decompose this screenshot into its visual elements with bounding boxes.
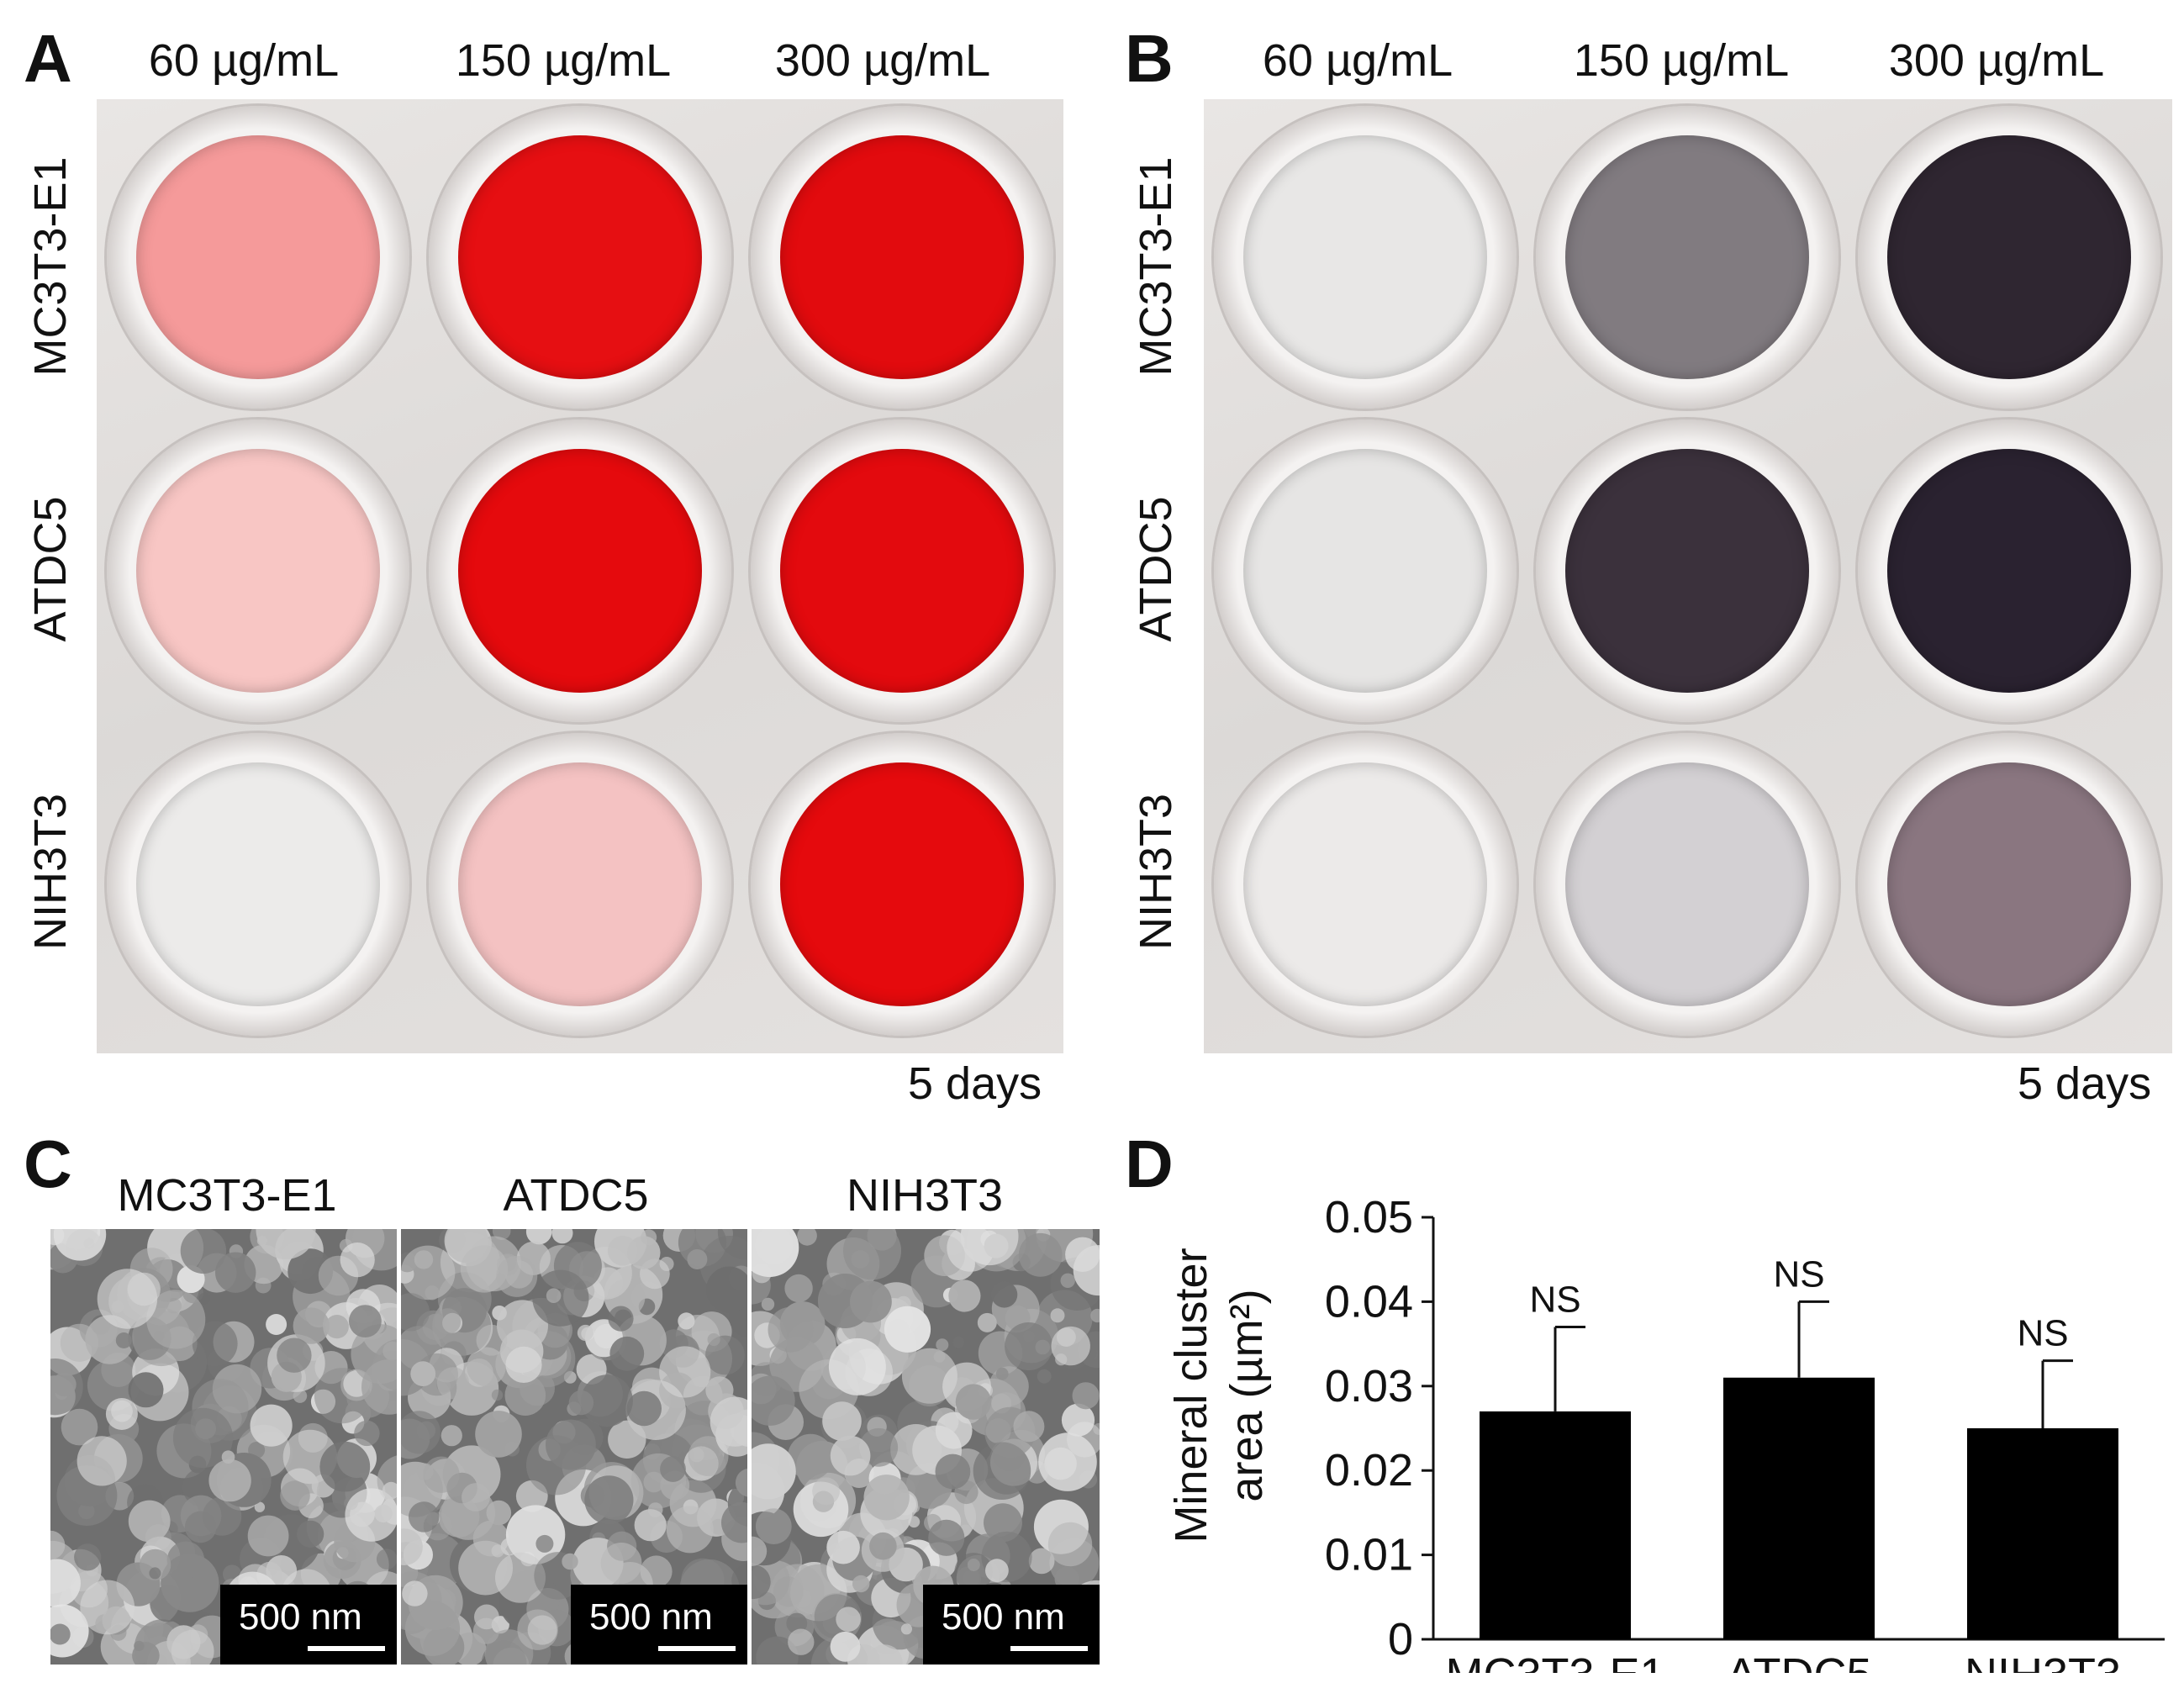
scale-bar-label-nih3t3: 500 nm — [942, 1596, 1065, 1638]
scale-bar-nih3t3 — [1010, 1646, 1088, 1651]
y-tick-label-0: 0 — [1388, 1614, 1413, 1665]
panel-a-row-label-nih3t3: NIH3T3 — [25, 793, 76, 951]
sem-texture-atdc5 — [401, 1229, 747, 1665]
panel-a-well-stain-r1-c3 — [780, 135, 1024, 379]
sem-image-atdc5: 500 nm — [401, 1229, 747, 1665]
bar-mc3t3-e1 — [1480, 1411, 1631, 1639]
panel-a-well-r1-c2 — [429, 106, 731, 409]
scale-bar-box-mc3t3: 500 nm — [220, 1585, 397, 1665]
panel-a-well-stain-r2-c1 — [136, 449, 380, 693]
bar-atdc5 — [1723, 1377, 1875, 1639]
panel-a-col-label-300: 300 µg/mL — [774, 35, 991, 86]
panel-b-col-label-60: 60 µg/mL — [1262, 35, 1453, 86]
y-axis-title-line-1: Mineral cluster — [1166, 1248, 1216, 1543]
panel-b-well-plate-photo — [1204, 99, 2172, 1053]
y-tick-label-2: 0.02 — [1325, 1445, 1413, 1496]
sem-texture-nih3t3 — [752, 1229, 1100, 1665]
y-axis-title: Mineral cluster area (µm²) — [1166, 1248, 1272, 1543]
panel-b-well-stain-r1-c2 — [1565, 135, 1809, 379]
sem-image-nih3t3: 500 nm — [752, 1229, 1100, 1665]
panel-a-col-label-150: 150 µg/mL — [455, 35, 672, 86]
panel-b-well-stain-r3-c3 — [1887, 762, 2131, 1006]
y-tick-label-4: 0.04 — [1325, 1276, 1413, 1327]
panel-a-well-stain-r3-c1 — [136, 762, 380, 1006]
panel-d-letter: D — [1125, 1126, 1174, 1201]
x-tick-label-mc3t3-e1: MC3T3-E1 — [1445, 1649, 1664, 1673]
panel-a-well-stain-r1-c1 — [136, 135, 380, 379]
panel-a-well-r1-c3 — [751, 106, 1053, 409]
panel-b-letter: B — [1125, 21, 1174, 96]
panel-a-well-r2-c1 — [107, 419, 409, 722]
scale-bar-box-atdc5: 500 nm — [571, 1585, 747, 1665]
panel-c-title-atdc5: ATDC5 — [503, 1170, 649, 1221]
bar-chart: Mineral cluster area (µm²) 0 0.01 0.02 0.03… — [1166, 1192, 2165, 1673]
panel-a-well-r3-c1 — [107, 733, 409, 1036]
significance-label-nih3t3: NS — [2017, 1313, 2068, 1354]
panel-a-well-stain-r2-c2 — [458, 449, 702, 693]
panel-b-row-label-nih3t3: NIH3T3 — [1131, 793, 1181, 951]
panel-b-well-r1-c2 — [1536, 106, 1838, 409]
panel-a-well-stain-r3-c3 — [780, 762, 1024, 1006]
panel-b-well-stain-r2-c1 — [1243, 449, 1487, 693]
panel-b-well-stain-r3-c1 — [1243, 762, 1487, 1006]
panel-b-timepoint: 5 days — [2018, 1058, 2152, 1109]
y-tick-label-1: 0.01 — [1325, 1530, 1413, 1580]
significance-label-mc3t3-e1: NS — [1529, 1279, 1580, 1321]
x-tick-label-atdc5: ATDC5 — [1726, 1649, 1871, 1673]
y-tick-label-3: 0.03 — [1325, 1361, 1413, 1411]
panel-a-row-label-atdc5: ATDC5 — [25, 496, 76, 642]
panel-a-well-stain-r2-c3 — [780, 449, 1024, 693]
bar-nih3t3 — [1967, 1428, 2118, 1639]
panel-a-letter: A — [24, 21, 72, 96]
panel-a-well-r1-c1 — [107, 106, 409, 409]
panel-b-well-r2-c3 — [1858, 419, 2160, 722]
panel-b-well-r3-c1 — [1214, 733, 1517, 1036]
scale-bar-label-atdc5: 500 nm — [589, 1596, 713, 1638]
sem-texture-mc3t3 — [50, 1229, 397, 1665]
panel-a-timepoint: 5 days — [908, 1058, 1042, 1109]
panel-a-well-plate-photo — [97, 99, 1063, 1053]
panel-b-well-r1-c3 — [1858, 106, 2160, 409]
panel-b-well-stain-r2-c2 — [1565, 449, 1809, 693]
scale-bar-mc3t3 — [308, 1646, 385, 1651]
panel-c-letter: C — [24, 1126, 72, 1201]
panel-a-row-label-mc3t3: MC3T3-E1 — [25, 156, 76, 377]
panel-a-col-label-60: 60 µg/mL — [148, 35, 340, 86]
panel-b-row-label-mc3t3: MC3T3-E1 — [1131, 156, 1181, 377]
panel-b-well-stain-r1-c3 — [1887, 135, 2131, 379]
panel-c-title-nih3t3: NIH3T3 — [846, 1170, 1004, 1221]
panel-a-well-stain-r1-c2 — [458, 135, 702, 379]
panel-b-well-r2-c2 — [1536, 419, 1838, 722]
panel-b-well-stain-r2-c3 — [1887, 449, 2131, 693]
panel-b-col-label-150: 150 µg/mL — [1573, 35, 1790, 86]
panel-a-well-r2-c3 — [751, 419, 1053, 722]
panel-b-well-r3-c2 — [1536, 733, 1838, 1036]
panel-b-well-r2-c1 — [1214, 419, 1517, 722]
y-axis-title-line-2: area (µm²) — [1221, 1289, 1272, 1501]
x-tick-label-nih3t3: NIH3T3 — [1965, 1649, 2121, 1673]
panel-b-well-r3-c3 — [1858, 733, 2160, 1036]
scale-bar-atdc5 — [658, 1646, 736, 1651]
panel-b-col-label-300: 300 µg/mL — [1888, 35, 2105, 86]
panel-b-well-r1-c1 — [1214, 106, 1517, 409]
panel-b-row-label-atdc5: ATDC5 — [1131, 496, 1181, 642]
significance-label-atdc5: NS — [1773, 1253, 1824, 1295]
panel-a-well-r3-c2 — [429, 733, 731, 1036]
scale-bar-label-mc3t3: 500 nm — [239, 1596, 362, 1638]
panel-a-well-r3-c3 — [751, 733, 1053, 1036]
panel-c-title-mc3t3: MC3T3-E1 — [117, 1170, 337, 1221]
scale-bar-box-nih3t3: 500 nm — [923, 1585, 1100, 1665]
panel-a-well-r2-c2 — [429, 419, 731, 722]
panel-b-well-stain-r3-c2 — [1565, 762, 1809, 1006]
sem-image-mc3t3: 500 nm — [50, 1229, 397, 1665]
y-tick-label-5: 0.05 — [1325, 1192, 1413, 1242]
panel-b-well-stain-r1-c1 — [1243, 135, 1487, 379]
panel-a-well-stain-r3-c2 — [458, 762, 702, 1006]
